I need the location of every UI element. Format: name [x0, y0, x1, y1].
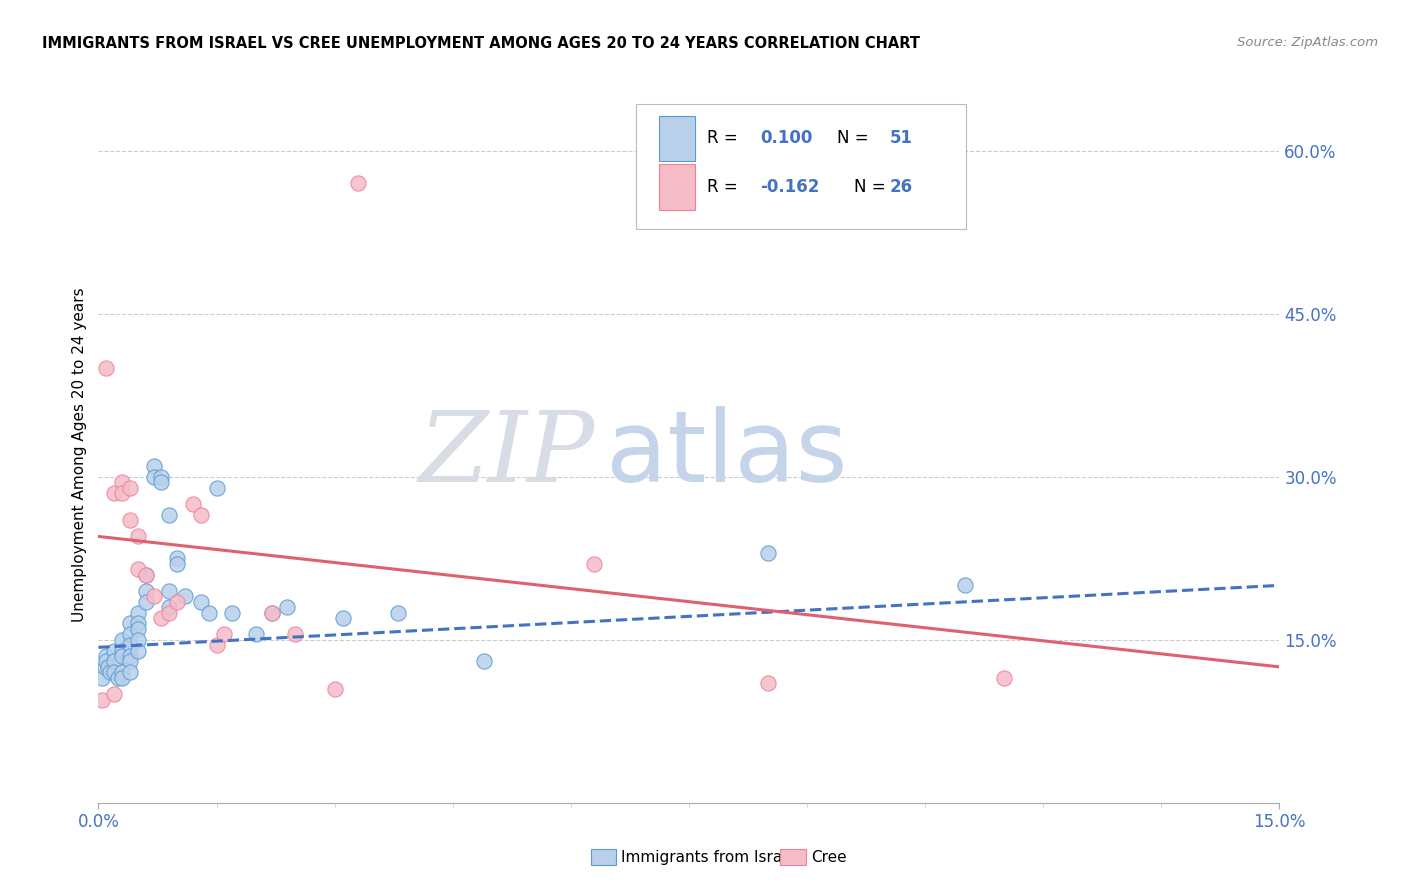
Point [103, 665, 125, 680]
Point [127, 622, 149, 636]
Point [197, 606, 219, 620]
Point [96, 655, 118, 669]
Text: R =: R = [707, 129, 742, 147]
Point [103, 486, 125, 500]
Point [142, 469, 165, 483]
Point [135, 583, 157, 598]
Point [347, 176, 370, 190]
Point [276, 600, 298, 615]
Point [111, 671, 134, 685]
Point [323, 681, 346, 696]
FancyBboxPatch shape [636, 103, 966, 229]
Point [127, 643, 149, 657]
Point [103, 643, 125, 657]
Point [150, 475, 173, 489]
Point [166, 595, 188, 609]
Point [118, 665, 141, 680]
Point [127, 632, 149, 647]
Point [953, 578, 976, 592]
Point [91, 692, 114, 706]
Point [157, 508, 180, 522]
Point [214, 627, 236, 641]
Text: -0.162: -0.162 [759, 178, 820, 196]
Text: R =: R = [707, 178, 742, 196]
Text: 0.100: 0.100 [759, 129, 813, 147]
Point [111, 486, 134, 500]
Point [150, 611, 173, 625]
Point [756, 546, 779, 560]
Point [205, 481, 228, 495]
Point [107, 671, 129, 685]
Point [583, 557, 606, 571]
Point [127, 562, 149, 576]
Point [111, 643, 134, 657]
Point [260, 606, 283, 620]
Point [135, 567, 157, 582]
Point [96, 360, 118, 375]
Text: atlas: atlas [606, 407, 848, 503]
Point [221, 606, 243, 620]
Point [157, 606, 180, 620]
Point [127, 616, 149, 631]
Point [111, 632, 134, 647]
Point [260, 606, 283, 620]
Point [205, 638, 228, 652]
Point [93, 660, 115, 674]
Point [190, 508, 212, 522]
Point [142, 589, 165, 603]
Text: Immigrants from Israel: Immigrants from Israel [621, 850, 796, 864]
Text: 51: 51 [890, 129, 912, 147]
Point [97, 660, 120, 674]
Point [118, 638, 141, 652]
Point [118, 648, 141, 663]
Point [135, 595, 157, 609]
Point [993, 671, 1015, 685]
Point [166, 557, 188, 571]
Point [111, 648, 134, 663]
Text: Cree: Cree [811, 850, 846, 864]
Point [150, 469, 173, 483]
Point [111, 475, 134, 489]
Point [127, 529, 149, 543]
Bar [659, 164, 695, 210]
Text: 26: 26 [890, 178, 912, 196]
Point [756, 676, 779, 690]
Point [157, 583, 180, 598]
Point [96, 648, 118, 663]
Text: N =: N = [855, 178, 891, 196]
Text: Source: ZipAtlas.com: Source: ZipAtlas.com [1237, 36, 1378, 49]
Point [245, 627, 267, 641]
Point [181, 497, 204, 511]
Point [332, 611, 354, 625]
Point [118, 616, 141, 631]
Point [118, 627, 141, 641]
Text: N =: N = [837, 129, 873, 147]
Point [127, 606, 149, 620]
Point [157, 600, 180, 615]
Point [135, 567, 157, 582]
Point [118, 481, 141, 495]
Point [103, 655, 125, 669]
Point [142, 458, 165, 473]
Point [103, 687, 125, 701]
Point [118, 513, 141, 527]
Point [91, 671, 114, 685]
Point [118, 655, 141, 669]
Point [111, 665, 134, 680]
Point [387, 606, 409, 620]
Point [174, 589, 197, 603]
Point [284, 627, 307, 641]
Text: IMMIGRANTS FROM ISRAEL VS CREE UNEMPLOYMENT AMONG AGES 20 TO 24 YEARS CORRELATIO: IMMIGRANTS FROM ISRAEL VS CREE UNEMPLOYM… [42, 36, 920, 51]
Point [190, 595, 212, 609]
Text: ZIP: ZIP [418, 408, 595, 502]
Bar [659, 116, 695, 161]
Point [98, 665, 121, 680]
Point [472, 655, 495, 669]
Y-axis label: Unemployment Among Ages 20 to 24 years: Unemployment Among Ages 20 to 24 years [72, 287, 87, 623]
Point [166, 551, 188, 566]
